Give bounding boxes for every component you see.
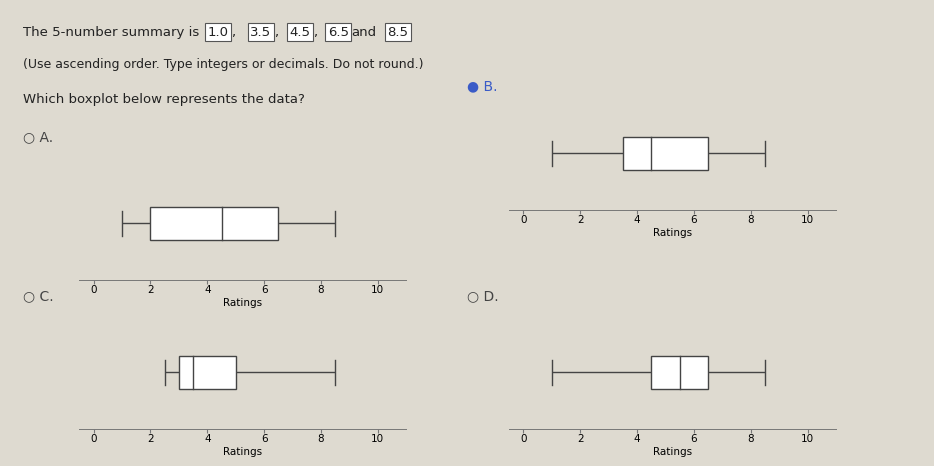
Text: ● B.: ● B. <box>467 79 498 93</box>
Text: ○ C.: ○ C. <box>23 289 54 303</box>
Text: and: and <box>351 26 376 39</box>
Text: 1.0: 1.0 <box>207 26 228 39</box>
Bar <box>623 137 708 170</box>
Text: ,: , <box>313 26 317 39</box>
X-axis label: Ratings: Ratings <box>223 298 262 308</box>
Bar <box>651 356 708 389</box>
Text: The 5-number summary is: The 5-number summary is <box>23 26 200 39</box>
X-axis label: Ratings: Ratings <box>653 228 692 238</box>
Text: ,: , <box>274 26 277 39</box>
X-axis label: Ratings: Ratings <box>653 447 692 457</box>
Bar <box>179 356 235 389</box>
Text: 8.5: 8.5 <box>388 26 408 39</box>
Text: (Use ascending order. Type integers or decimals. Do not round.): (Use ascending order. Type integers or d… <box>23 58 424 71</box>
X-axis label: Ratings: Ratings <box>223 447 262 457</box>
Text: ○ A.: ○ A. <box>23 130 53 144</box>
Text: ○ D.: ○ D. <box>467 289 499 303</box>
Bar <box>150 207 278 240</box>
Text: Which boxplot below represents the data?: Which boxplot below represents the data? <box>23 93 305 106</box>
Text: 6.5: 6.5 <box>328 26 348 39</box>
Text: 3.5: 3.5 <box>250 26 272 39</box>
Text: 4.5: 4.5 <box>290 26 310 39</box>
Text: ,: , <box>231 26 234 39</box>
